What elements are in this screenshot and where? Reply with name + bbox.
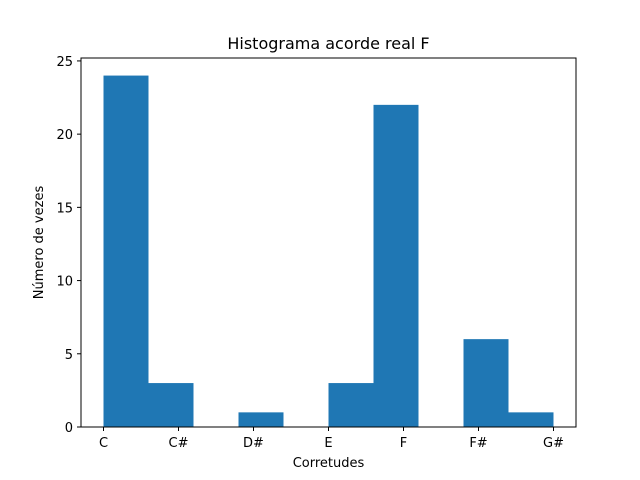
histogram-bar-6 xyxy=(373,104,419,427)
y-tick-label-1: 5 xyxy=(65,348,73,363)
y-tick-label-4: 20 xyxy=(56,128,73,143)
bars-group xyxy=(103,75,554,428)
x-tick-label-3: E xyxy=(324,436,332,451)
histogram-bar-8 xyxy=(463,339,509,427)
x-tick-label-2: D# xyxy=(243,436,264,451)
histogram-bar-9 xyxy=(508,412,554,427)
x-tick-label-4: F xyxy=(400,436,407,451)
histogram-bar-0 xyxy=(103,75,149,428)
y-tick-label-0: 0 xyxy=(65,421,73,436)
y-tick-label-2: 10 xyxy=(56,275,73,290)
y-tick-label-3: 15 xyxy=(56,201,73,216)
x-tick-label-5: F# xyxy=(469,436,487,451)
chart-title: Histograma acorde real F xyxy=(227,34,429,53)
x-tick-label-6: G# xyxy=(543,436,564,451)
histogram-bar-3 xyxy=(238,412,284,427)
histogram-bar-5 xyxy=(328,383,374,427)
y-tick-label-5: 25 xyxy=(56,55,73,70)
x-tick-label-1: C# xyxy=(169,436,189,451)
histogram-bar-1 xyxy=(148,383,194,427)
plot-frame xyxy=(80,57,577,428)
ticks-group: C C# D# E F F# G# 0 5 10 15 20 25 xyxy=(56,55,564,451)
x-tick-label-0: C xyxy=(99,436,108,451)
x-axis-label: Corretudes xyxy=(293,456,365,471)
y-axis-label: Número de vezes xyxy=(32,186,47,300)
